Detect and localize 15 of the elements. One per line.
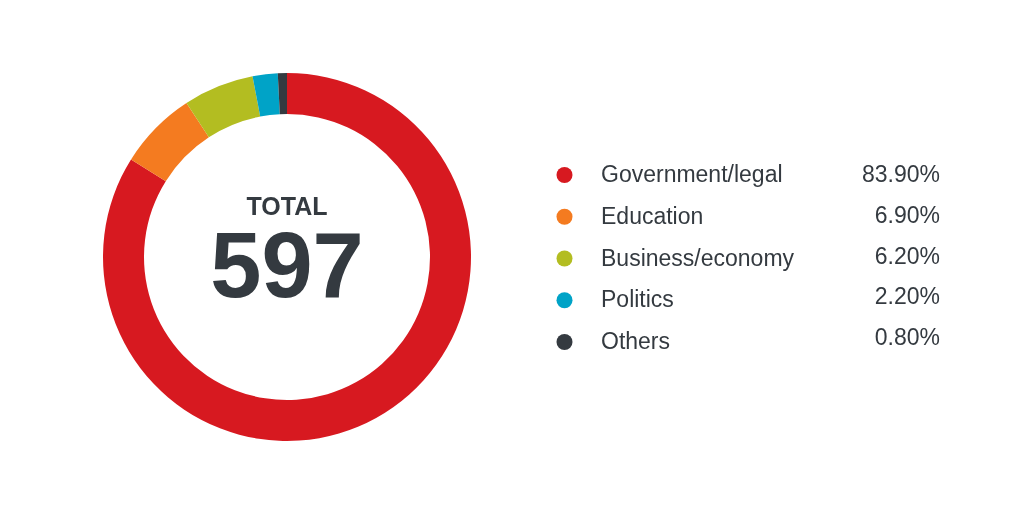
- donut-slice: [277, 73, 287, 115]
- donut-slice: [103, 73, 471, 441]
- legend-label: Education: [601, 202, 704, 229]
- data-label: 0.80%: [874, 324, 940, 350]
- donut-slice: [186, 76, 261, 138]
- data-label: 83.90%: [861, 161, 940, 187]
- donut-slice: [252, 73, 280, 117]
- data-label: 2.20%: [874, 283, 940, 310]
- legend-label: Business/economy: [601, 244, 795, 271]
- legend-label: Government/legal: [601, 161, 783, 187]
- data-label: 6.90%: [874, 201, 940, 228]
- donut-slice: [131, 102, 209, 182]
- legend-label: Politics: [601, 286, 674, 313]
- data-label: 6.20%: [874, 242, 940, 269]
- legend-label: Others: [601, 328, 671, 354]
